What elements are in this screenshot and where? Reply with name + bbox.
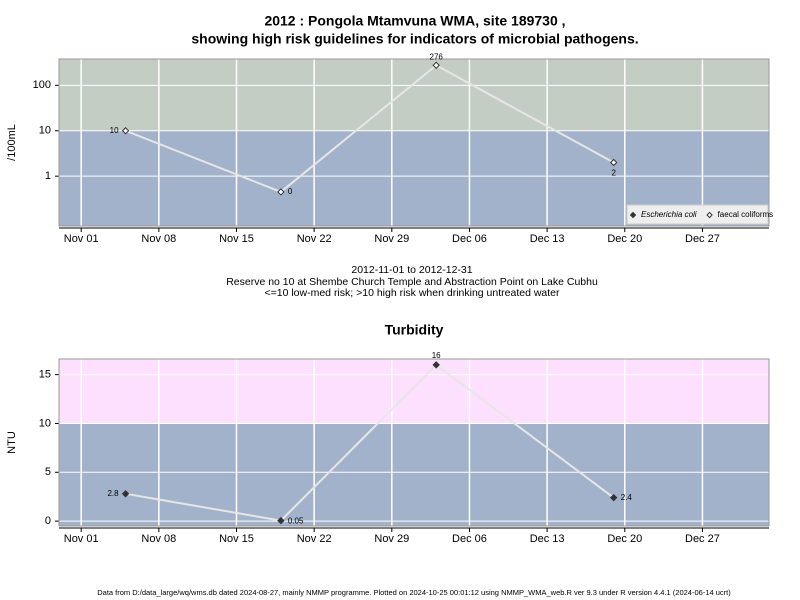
point (121, 490, 130, 498)
series-line (125, 363, 615, 522)
caption: Reserve no 10 at Shembe Church Temple an… (226, 276, 598, 288)
series-line (125, 64, 615, 194)
y-tick-label: 10 (39, 125, 51, 137)
x-tick-label: Nov 08 (141, 233, 176, 245)
x-tick-label: Dec 13 (530, 233, 565, 245)
chart-title: 2012 : Pongola Mtamvuna WMA, site 189730… (264, 13, 565, 29)
caption: <=10 low-med risk; >10 high risk when dr… (264, 287, 560, 299)
data-label: 16 (432, 351, 441, 360)
point (277, 188, 285, 196)
data-label: 10 (110, 126, 119, 135)
data-label: 2 (611, 169, 616, 178)
x-tick-label: Dec 20 (607, 233, 642, 245)
legend-marker (706, 211, 713, 219)
band-low (59, 423, 769, 526)
chart-title: showing high risk guidelines for indicat… (191, 31, 638, 47)
point (121, 127, 130, 135)
y-tick-label: 1 (45, 170, 51, 182)
plot-frame (58, 358, 770, 527)
x-tick-label: Nov 22 (297, 533, 332, 545)
x-tick-label: Nov 08 (141, 533, 176, 545)
point (609, 158, 618, 167)
y-tick-label: 100 (33, 79, 51, 91)
x-tick-label: Nov 15 (219, 533, 254, 545)
x-tick-label: Dec 06 (452, 533, 487, 545)
chart-title: Turbidity (385, 322, 444, 338)
legend-label: Escherichia coli (641, 210, 697, 219)
caption: 2012-11-01 to 2012-12-31 (351, 264, 472, 276)
x-tick-label: Dec 27 (685, 533, 720, 545)
band-high (59, 359, 769, 424)
data-label: 2.4 (621, 493, 633, 502)
footer: Data from D:/data_large/wq/wms.db dated … (97, 588, 731, 597)
point (609, 493, 618, 502)
y-axis-label: NTU (6, 431, 18, 454)
y-tick-label: 5 (45, 466, 51, 478)
point (277, 516, 285, 525)
y-tick-label: 0 (45, 515, 51, 527)
data-label: 0 (288, 187, 293, 196)
data-label: 2.8 (107, 489, 119, 498)
x-tick-label: Dec 13 (530, 533, 565, 545)
point (432, 361, 440, 369)
x-tick-label: Dec 27 (685, 233, 720, 245)
point (432, 61, 440, 70)
x-tick-label: Nov 15 (219, 233, 254, 245)
band-high (59, 59, 769, 131)
legend-marker (629, 211, 637, 219)
y-axis-label: /100mL (6, 124, 18, 161)
x-tick-label: Nov 01 (64, 233, 99, 245)
x-tick-label: Nov 22 (297, 233, 332, 245)
x-tick-label: Nov 29 (374, 533, 409, 545)
x-tick-label: Nov 01 (64, 533, 99, 545)
x-tick-label: Nov 29 (374, 233, 409, 245)
data-label: 0.05 (288, 517, 304, 526)
legend-label: faecal coliforms (718, 210, 774, 219)
data-label: 276 (430, 52, 444, 61)
plot-frame (58, 58, 770, 227)
y-tick-label: 10 (39, 417, 51, 429)
x-tick-label: Dec 20 (607, 533, 642, 545)
y-tick-label: 15 (39, 369, 51, 381)
x-tick-label: Dec 06 (452, 233, 487, 245)
legend-box (626, 204, 769, 225)
